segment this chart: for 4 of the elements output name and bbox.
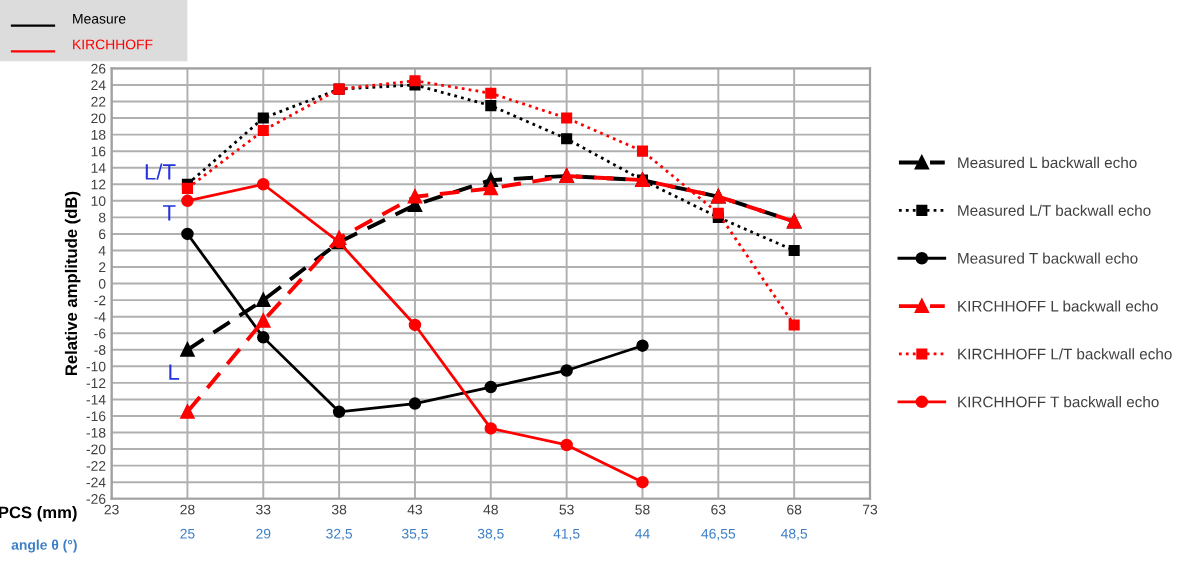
annotation: L/T <box>145 163 176 180</box>
y-axis-title: Relative amplitude (dB) <box>64 191 81 376</box>
annotation: T <box>162 205 176 221</box>
annotation: L <box>169 364 180 380</box>
